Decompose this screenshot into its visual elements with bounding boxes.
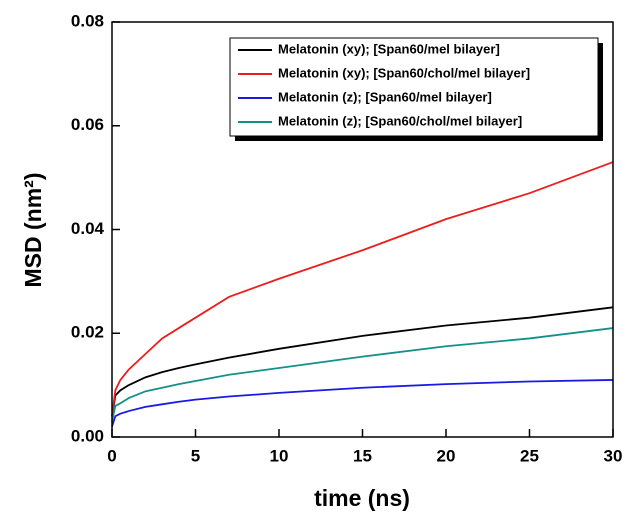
x-tick-label: 30 [604, 446, 623, 465]
legend-label: Melatonin (z); [Span60/chol/mel bilayer] [278, 113, 522, 128]
y-axis-label: MSD (nm²) [20, 173, 46, 288]
x-tick-label: 10 [270, 446, 289, 465]
series-line [111, 327, 614, 422]
y-tick-label: 0.08 [71, 11, 104, 30]
x-axis-label: time (ns) [314, 485, 410, 511]
y-tick-label: 0.00 [71, 426, 104, 445]
x-tick-label: 15 [353, 446, 372, 465]
series-line [111, 379, 614, 427]
x-tick-label: 0 [107, 446, 116, 465]
legend-label: Melatonin (z); [Span60/mel bilayer] [278, 89, 492, 104]
x-tick-label: 25 [520, 446, 539, 465]
series-line [111, 161, 614, 417]
y-tick-label: 0.02 [71, 323, 104, 342]
x-tick-label: 20 [437, 446, 456, 465]
legend-box [229, 37, 599, 137]
legend-label: Melatonin (xy); [Span60/mel bilayer] [278, 41, 500, 56]
x-tick-label: 5 [191, 446, 200, 465]
y-tick-label: 0.06 [71, 115, 104, 134]
legend-label: Melatonin (xy); [Span60/chol/mel bilayer… [278, 65, 530, 80]
plot-frame [111, 21, 614, 438]
y-tick-label: 0.04 [71, 219, 105, 238]
series-line [111, 306, 614, 417]
